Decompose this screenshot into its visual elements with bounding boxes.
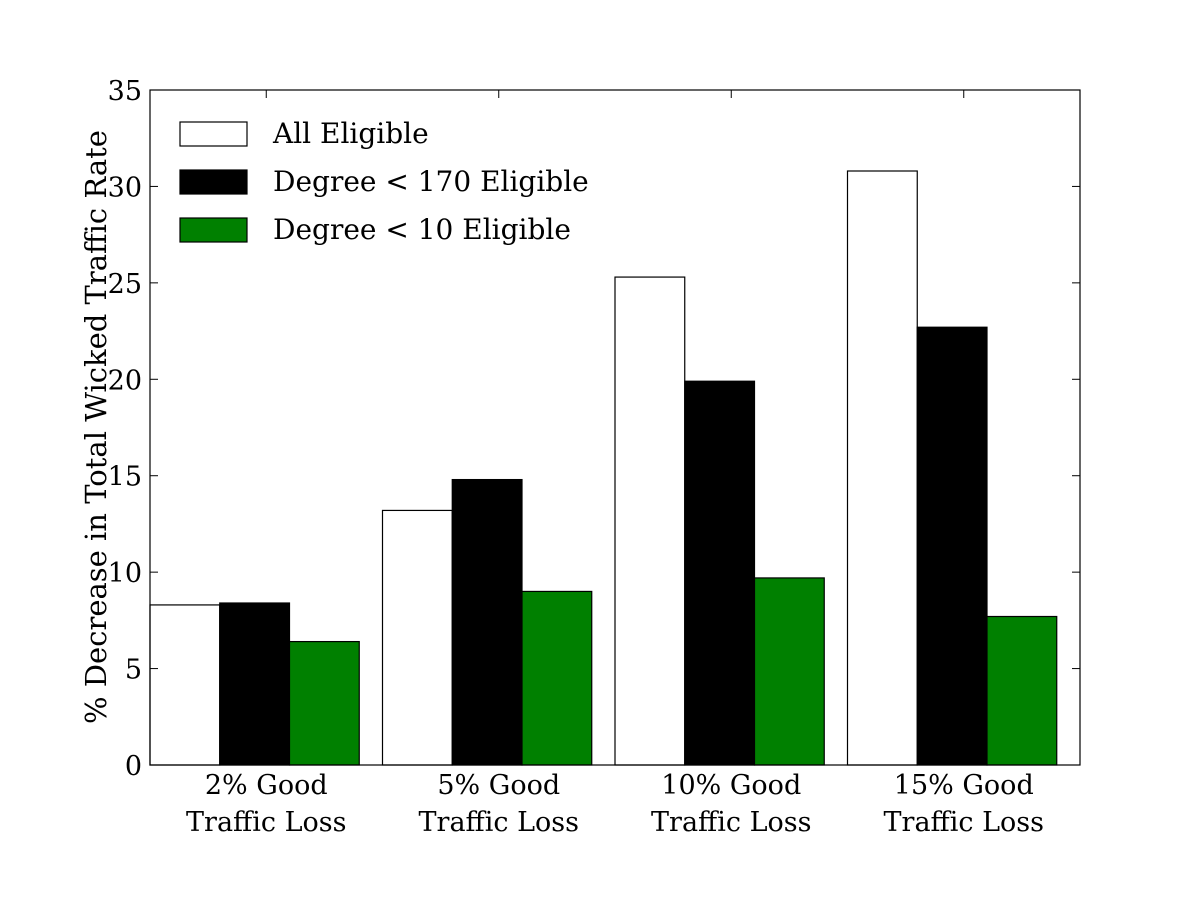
bars-layer	[149, 170, 1058, 766]
x-tick-label: 2% Good	[205, 770, 328, 801]
bar-1-4	[846, 170, 918, 766]
x-tick-labels: 2% Good Traffic Loss 5% Good Traffic Loss 10…	[186, 770, 1044, 838]
legend-label-2: Degree < 170 Eligible	[273, 165, 589, 198]
bar-3-3	[753, 577, 825, 766]
legend-swatch-2	[179, 169, 248, 195]
legend-label-3: Degree < 10 Eligible	[273, 213, 571, 246]
bar-2-1	[219, 602, 291, 766]
legend-swatch-1	[179, 121, 248, 147]
x-tick-label: Traffic Loss	[186, 807, 346, 838]
x-tick-label: Traffic Loss	[651, 807, 811, 838]
bar-1-1	[149, 604, 221, 766]
bar-3-1	[288, 640, 360, 766]
bar-3-4	[986, 615, 1058, 766]
legend: All Eligible Degree < 170 Eligible Degree …	[179, 117, 589, 246]
y-tick-label: 0	[125, 751, 142, 782]
y-tick-label: 30	[108, 172, 142, 203]
x-tick-label: Traffic Loss	[419, 807, 579, 838]
x-tick-label: Traffic Loss	[884, 807, 1044, 838]
bar-1-2	[381, 509, 453, 766]
ticks-layer	[150, 89, 1080, 766]
y-tick-label: 20	[108, 365, 142, 396]
bar-2-3	[684, 380, 756, 766]
bar-2-2	[451, 478, 523, 766]
plot-area-frame	[149, 89, 1081, 766]
x-tick-label: 15% Good	[894, 770, 1034, 801]
legend-swatch-3	[179, 217, 248, 243]
legend-label-1: All Eligible	[272, 117, 429, 150]
y-tick-label: 10	[108, 558, 142, 589]
bar-1-3	[614, 276, 686, 766]
bar-2-4	[916, 326, 988, 766]
x-tick-label: 5% Good	[437, 770, 560, 801]
y-tick-label: 25	[108, 269, 142, 300]
x-tick-label: 10% Good	[661, 770, 801, 801]
y-tick-label: 35	[108, 76, 142, 107]
y-tick-labels: 0 5 10 15 20 25 30 35	[108, 76, 142, 782]
y-axis-label: % Decrease in Total Wicked Traffic Rate	[79, 130, 113, 724]
y-tick-label: 5	[125, 655, 142, 686]
bar-3-2	[521, 590, 593, 766]
y-tick-label: 15	[108, 462, 142, 493]
